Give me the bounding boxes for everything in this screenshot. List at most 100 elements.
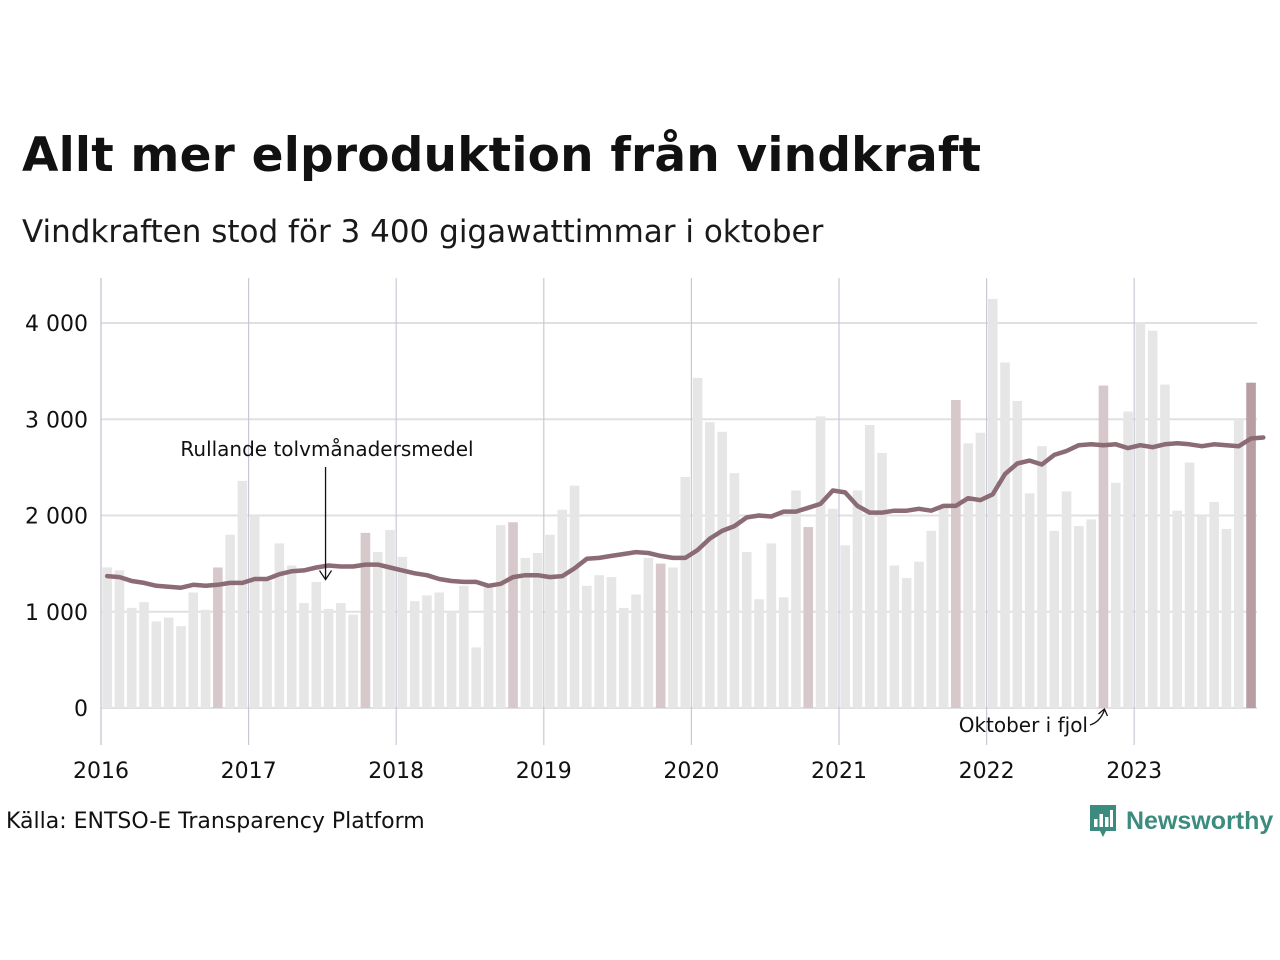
bar: [471, 647, 481, 708]
bar: [1098, 385, 1109, 708]
bar: [459, 585, 469, 708]
bar: [1037, 446, 1047, 708]
bar: [385, 529, 395, 708]
bar: [987, 298, 998, 708]
bar: [397, 556, 408, 708]
bar: [901, 578, 912, 708]
bar: [1123, 411, 1133, 708]
bar: [791, 490, 801, 708]
bar: [102, 567, 112, 708]
bar: [1160, 384, 1170, 708]
bar: [1246, 382, 1256, 708]
bar: [163, 617, 174, 708]
rolling-average-line: [104, 435, 1266, 590]
bar: [877, 452, 887, 708]
bar: [1024, 493, 1035, 708]
bar: [951, 400, 961, 708]
y-tick-label: 0: [74, 697, 88, 722]
bar: [864, 425, 875, 708]
bar: [237, 480, 248, 708]
bar: [557, 509, 568, 708]
x-tick-label: 2017: [221, 759, 277, 784]
bar: [286, 565, 297, 708]
bar: [717, 431, 727, 708]
bar: [495, 525, 506, 708]
bar: [692, 377, 703, 708]
bar: [914, 561, 924, 708]
source-note: Källa: ENTSO-E Transparency Platform: [6, 809, 425, 834]
bar: [299, 603, 309, 708]
bar: [729, 473, 740, 708]
bar: [1197, 515, 1207, 708]
y-tick-label: 4 000: [25, 312, 88, 337]
bar: [323, 608, 334, 708]
bar: [545, 534, 555, 708]
bar: [668, 567, 678, 708]
bar: [336, 603, 346, 708]
x-tick-label: 2019: [516, 759, 572, 784]
bar: [828, 508, 838, 708]
newsworthy-bar-chart-logo-icon: [1090, 805, 1116, 837]
bar: [1209, 502, 1219, 708]
bar: [422, 595, 432, 708]
rolling-average-line-group: [104, 435, 1266, 590]
annotation-last-october-label: Oktober i fjol: [959, 713, 1088, 737]
brand-name: Newsworthy: [1126, 806, 1274, 835]
bar: [520, 557, 531, 708]
bar: [766, 543, 777, 708]
bar: [1110, 482, 1121, 708]
monthly-bars: [102, 298, 1256, 708]
chart-subtitle: Vindkraften stod för 3 400 gigawattimmar…: [22, 214, 824, 250]
bar: [262, 580, 272, 708]
bar: [1074, 526, 1084, 708]
bar: [508, 522, 518, 708]
bar: [151, 621, 162, 708]
bar: [680, 477, 691, 708]
bar: [249, 515, 260, 708]
newsworthy-brand[interactable]: Newsworthy: [1088, 803, 1273, 839]
bar: [126, 607, 137, 708]
bar: [1049, 530, 1060, 708]
bar: [483, 583, 494, 708]
bar: [938, 505, 949, 708]
bar: [643, 557, 654, 708]
bar: [618, 607, 629, 708]
bar: [1061, 491, 1072, 708]
bar: [582, 585, 592, 708]
bar: [213, 567, 223, 708]
bar: [594, 575, 604, 708]
bar: [1147, 330, 1158, 708]
bar: [311, 581, 322, 708]
bar: [963, 443, 973, 708]
x-tick-label: 2016: [73, 759, 129, 784]
bar: [348, 614, 358, 708]
bar: [1184, 462, 1195, 708]
y-tick-label: 2 000: [25, 505, 88, 530]
bar: [803, 527, 814, 708]
bar: [741, 552, 752, 708]
bar: [889, 565, 900, 708]
bar: [446, 611, 457, 708]
bar: [815, 416, 826, 708]
y-tick-label: 1 000: [25, 601, 88, 626]
bar: [655, 563, 666, 708]
bar: [975, 432, 986, 708]
bar: [532, 553, 543, 708]
bar: [188, 592, 199, 708]
annotations: Rullande tolvmånadersmedel Oktober i fjo…: [180, 437, 1109, 737]
bar: [705, 422, 715, 708]
bar: [631, 594, 641, 708]
bar: [1012, 400, 1023, 708]
bar: [434, 592, 445, 708]
bar: [754, 599, 764, 708]
bar: [569, 485, 580, 708]
y-tick-label: 3 000: [25, 408, 88, 433]
annotation-rolling-average-arrowhead: [319, 570, 333, 581]
chart-title: Allt mer elproduktion från vindkraft: [22, 128, 982, 183]
bar: [840, 545, 850, 708]
bar: [372, 552, 383, 708]
bar: [225, 534, 235, 708]
bar: [1135, 322, 1146, 708]
bar: [606, 577, 617, 708]
